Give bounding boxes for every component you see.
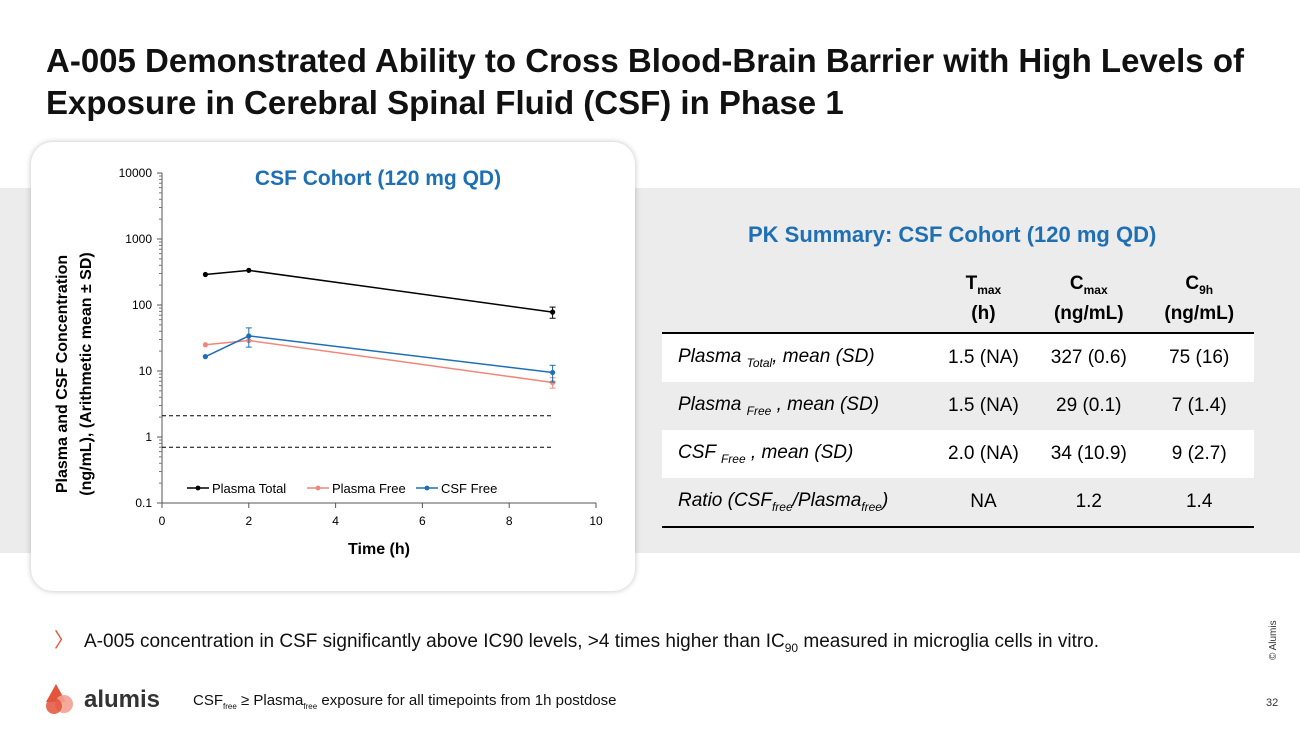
data-point	[202, 354, 208, 360]
data-point	[550, 309, 556, 315]
pk-row-ratio: Ratio (CSFfree/Plasmafree) NA 1.2 1.4	[662, 477, 1254, 528]
legend-marker	[424, 485, 430, 491]
pk-header-row: Tmax (h) Cmax (ng/mL) C9h (ng/mL)	[662, 270, 1254, 334]
logo-text: alumis	[84, 686, 161, 713]
x-tick-label: 4	[332, 514, 339, 528]
chart-title: CSF Cohort (120 mg QD)	[255, 167, 501, 190]
chart-card: 0.1 1 10 100 1000 10000 0 2 4 6 8 10 CSF Cohort (120…	[31, 142, 635, 591]
pk-row-plasma-free: Plasma Free , mean (SD) 1.5 (NA) 29 (0.1…	[678, 393, 1227, 418]
page-title: A-005 Demonstrated Ability to Cross Bloo…	[46, 42, 1244, 121]
y-tick-label: 0.1	[135, 496, 152, 510]
y-axis-label-line2: (ng/mL), (Arithmetic mean ± SD)	[78, 252, 95, 495]
y-tick-label: 10	[139, 364, 153, 378]
pk-header-cmax: Cmax (ng/mL)	[1033, 270, 1145, 334]
copyright: © Alumis	[1268, 620, 1279, 660]
data-point	[202, 342, 208, 348]
data-point	[246, 333, 252, 339]
x-tick-label: 10	[589, 514, 603, 528]
legend-marker	[195, 485, 201, 491]
chevron-right-icon: 〉	[54, 630, 74, 652]
y-tick-label: 1	[145, 430, 152, 444]
pk-header-tmax: Tmax (h)	[933, 270, 1034, 334]
series-line	[205, 269, 553, 313]
x-tick-label: 6	[419, 514, 426, 528]
x-axis-label: Time (h)	[348, 541, 410, 558]
key-finding-bullet: 〉 A-005 concentration in CSF significantl…	[54, 630, 1100, 655]
x-tick-label: 8	[506, 514, 513, 528]
pk-summary-table: Tmax (h) Cmax (ng/mL) C9h (ng/mL) Plasma…	[662, 270, 1254, 528]
pk-line-chart: 0.1 1 10 100 1000 10000 0 2 4 6 8 10 CSF Cohort (120…	[54, 166, 603, 558]
pk-row-plasma-total: Plasma Total, mean (SD) 1.5 (NA) 327 (0.…	[662, 332, 1254, 382]
pk-header-c9h: C9h (ng/mL)	[1144, 270, 1254, 334]
pk-row-csf-free: CSF Free , mean (SD) 2.0 (NA) 34 (10.9) …	[662, 429, 1254, 478]
data-point	[550, 369, 556, 376]
page-number: 32	[1266, 697, 1279, 709]
y-tick-label: 100	[132, 298, 152, 312]
pk-header-empty	[662, 270, 934, 334]
series-line	[205, 339, 553, 384]
legend-label: Plasma Total	[212, 481, 286, 496]
y-axis-label-line1: Plasma and CSF Concentration	[54, 255, 71, 493]
footnote: CSFfree ≥ Plasmafree exposure for all ti…	[193, 692, 617, 711]
alumis-logo-icon	[46, 684, 73, 714]
x-tick-label: 2	[245, 514, 252, 528]
y-tick-label: 10000	[119, 166, 153, 180]
data-point	[202, 271, 208, 278]
x-tick-label: 0	[159, 514, 166, 528]
legend-label: Plasma Free	[332, 481, 406, 496]
legend-marker	[315, 485, 321, 491]
y-tick-label: 1000	[125, 232, 152, 246]
pk-summary-title: PK Summary: CSF Cohort (120 mg QD)	[748, 222, 1157, 247]
data-point	[246, 267, 252, 273]
legend-label: CSF Free	[441, 481, 497, 496]
